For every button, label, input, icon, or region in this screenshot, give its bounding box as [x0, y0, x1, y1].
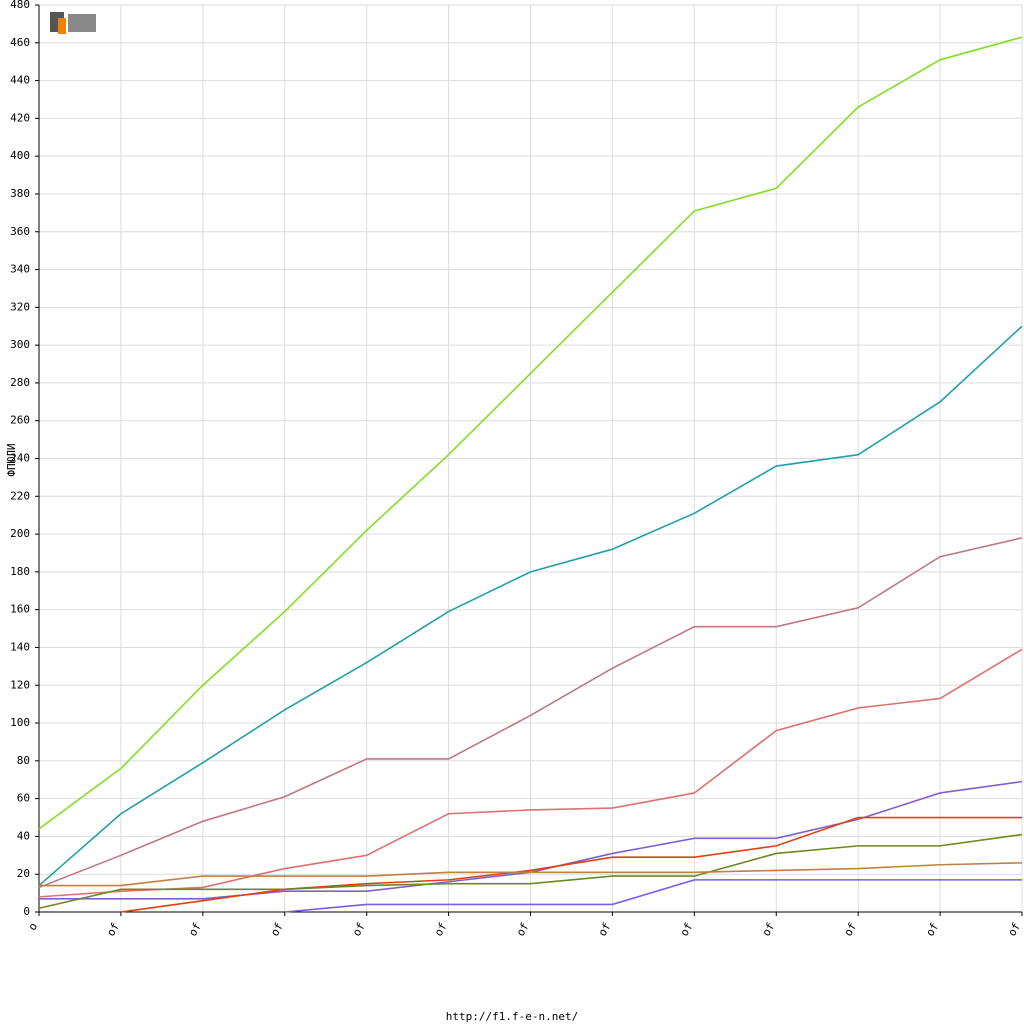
y-tick-label: 400 [10, 149, 30, 162]
x-tick-label: of [1005, 921, 1023, 939]
series-line [38, 648, 1023, 898]
x-tick-label: of [350, 921, 368, 939]
y-tick-label: 260 [10, 414, 30, 427]
y-axis-label: ФПЮЛИ [5, 443, 18, 476]
y-tick-label: 200 [10, 527, 30, 540]
x-tick-label: of [841, 921, 859, 939]
x-tick-label: of [596, 921, 614, 939]
y-tick-label: 220 [10, 489, 30, 502]
footer: http://f1.f-e-n.net/ [446, 1010, 578, 1023]
series-line [120, 816, 1022, 913]
x-tick-label: of [760, 921, 778, 939]
x-tick-label: of [923, 921, 941, 939]
y-tick-label: 80 [17, 754, 30, 767]
y-tick-label: 320 [10, 300, 30, 313]
logo [48, 10, 98, 34]
y-tick-label: 340 [10, 263, 30, 276]
series-line [38, 537, 1023, 889]
x-tick-label: of [104, 921, 122, 939]
series-line [38, 833, 1023, 910]
series-line [38, 325, 1023, 887]
y-tick-label: 380 [10, 187, 30, 200]
y-tick-label: 240 [10, 452, 30, 465]
y-tick-label: 100 [10, 716, 30, 729]
y-tick-label: 420 [10, 111, 30, 124]
x-tick-label: o [26, 921, 41, 933]
y-tick-label: 160 [10, 603, 30, 616]
series-line [284, 879, 1022, 913]
x-tick-label: of [186, 921, 204, 939]
series-line [38, 36, 1023, 830]
y-tick-label: 440 [10, 74, 30, 87]
y-tick-label: 120 [10, 678, 30, 691]
y-tick-label: 460 [10, 36, 30, 49]
x-tick-label: of [514, 921, 532, 939]
y-tick-label: 280 [10, 376, 30, 389]
y-tick-label: 480 [10, 0, 30, 11]
y-tick-label: 40 [17, 829, 30, 842]
y-tick-label: 180 [10, 565, 30, 578]
series-line [39, 862, 1023, 887]
y-tick-label: 20 [17, 867, 30, 880]
x-tick-label: of [268, 921, 286, 939]
x-tick-label: of [432, 921, 450, 939]
y-tick-label: 140 [10, 640, 30, 653]
x-tick-label: of [678, 921, 696, 939]
y-tick-label: 300 [10, 338, 30, 351]
y-tick-label: 60 [17, 792, 30, 805]
y-tick-label: 360 [10, 225, 30, 238]
y-tick-label: 0 [23, 905, 30, 918]
